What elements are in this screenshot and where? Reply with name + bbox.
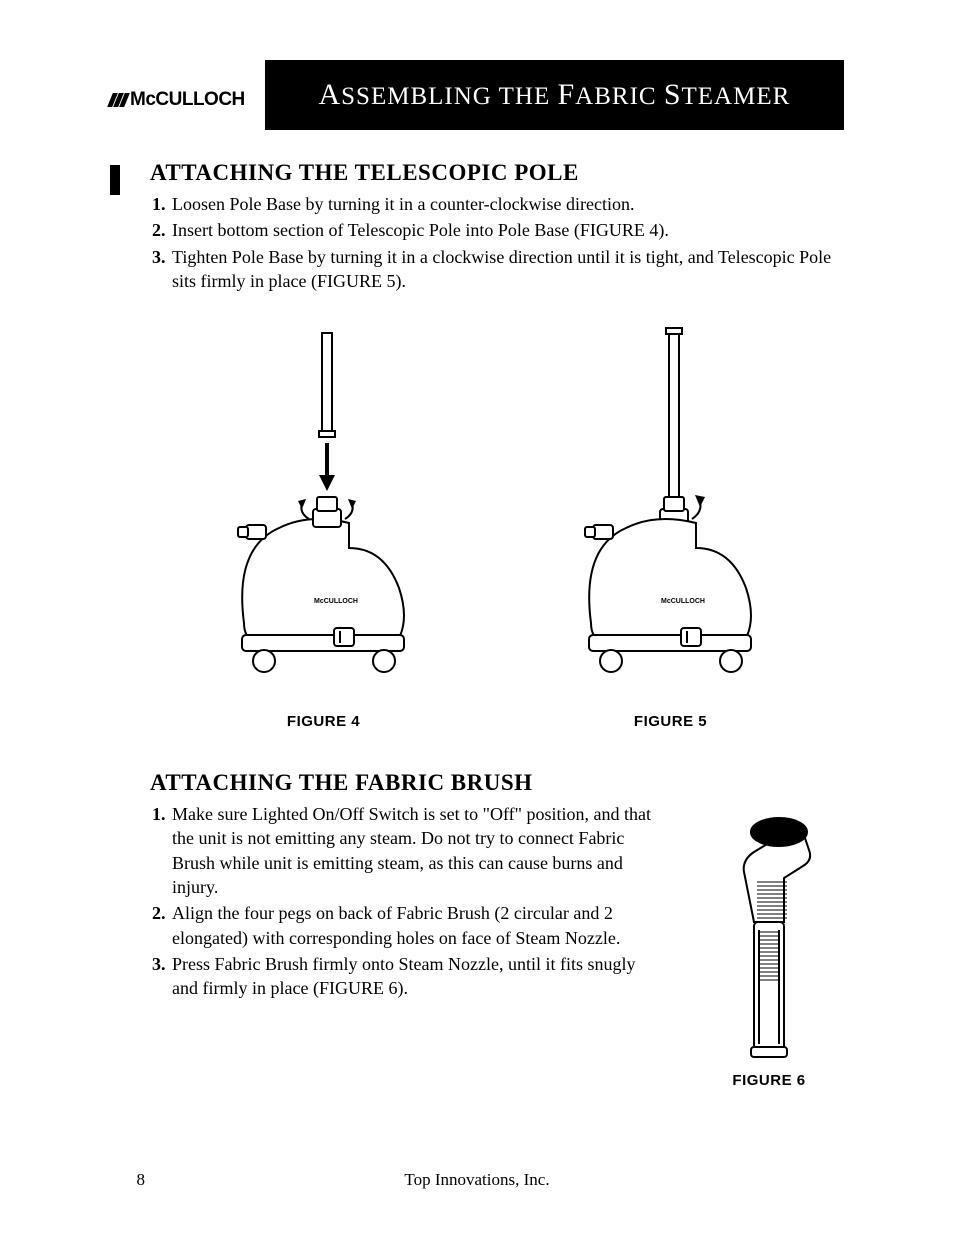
- page-footer: 8 Top Innovations, Inc.: [0, 1170, 954, 1190]
- footer-company: Top Innovations, Inc.: [145, 1170, 809, 1190]
- section1-title: ATTACHING THE TELESCOPIC POLE: [150, 160, 844, 186]
- figure6-diagram: [709, 802, 829, 1062]
- section2-title: ATTACHING THE FABRIC BRUSH: [150, 770, 844, 796]
- unit-brand-label: McCULLOCH: [314, 598, 358, 605]
- section2-steps: Make sure Lighted On/Off Switch is set t…: [150, 802, 664, 1000]
- page-title: ASSEMBLING THE FABRIC STEAMER: [265, 60, 844, 130]
- brand-text: McCULLOCH: [130, 89, 245, 111]
- section1-step: Insert bottom section of Telescopic Pole…: [170, 218, 844, 242]
- figure5-caption: FIGURE 5: [561, 713, 781, 730]
- unit-brand-label: McCULLOCH: [661, 598, 705, 605]
- brand-stripes-icon: [110, 93, 127, 107]
- header-row: McCULLOCH ASSEMBLING THE FABRIC STEAMER: [110, 60, 844, 130]
- section-tab-mark: [110, 165, 120, 195]
- figure5-diagram: McCULLOCH: [561, 313, 781, 703]
- figure4-diagram: McCULLOCH: [214, 313, 434, 703]
- section2-step: Make sure Lighted On/Off Switch is set t…: [170, 802, 664, 899]
- figure6-container: FIGURE 6: [694, 802, 844, 1089]
- section2-step: Press Fabric Brush firmly onto Steam Noz…: [170, 952, 664, 1001]
- figure5-container: McCULLOCH FIGURE 5: [561, 313, 781, 730]
- section1-step: Tighten Pole Base by turning it in a clo…: [170, 245, 844, 294]
- page-number: 8: [0, 1170, 145, 1190]
- section1-steps: Loosen Pole Base by turning it in a coun…: [150, 192, 844, 293]
- figure4-container: McCULLOCH FIGURE 4: [214, 313, 434, 730]
- section1-step: Loosen Pole Base by turning it in a coun…: [170, 192, 844, 216]
- section1-figures: McCULLOCH FIGURE 4: [150, 313, 844, 730]
- section2-step: Align the four pegs on back of Fabric Br…: [170, 901, 664, 950]
- brand-logo: McCULLOCH: [110, 60, 265, 130]
- figure6-caption: FIGURE 6: [694, 1072, 844, 1089]
- figure4-caption: FIGURE 4: [214, 713, 434, 730]
